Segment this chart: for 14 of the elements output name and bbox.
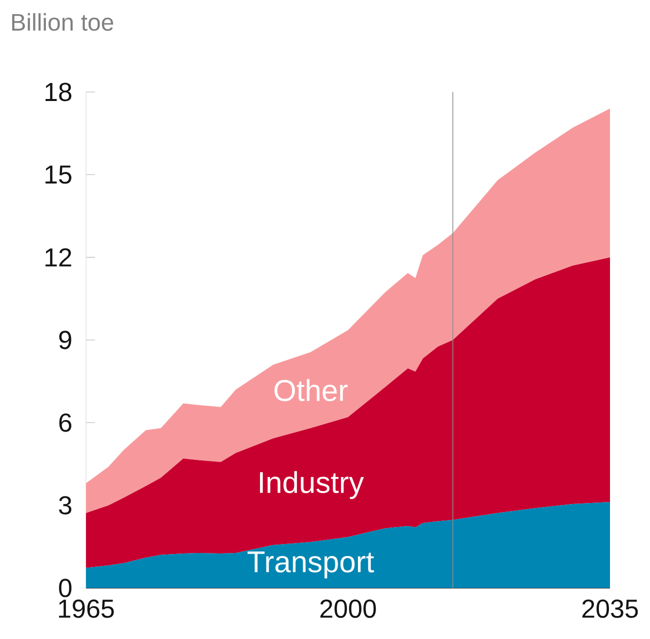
y-tick-label: 12: [46, 248, 72, 266]
series-label: Transport: [248, 552, 374, 578]
y-tick-label: 6: [59, 413, 72, 432]
x-tick-label: 2035: [582, 600, 638, 618]
y-tick-label: 3: [59, 496, 72, 515]
series-label: Industry: [260, 471, 364, 500]
x-tick-label: 2000: [320, 600, 376, 618]
y-tick-label: 18: [46, 82, 72, 102]
series-label: Other: [274, 379, 348, 402]
x-tick-label: 1965: [59, 600, 114, 618]
y-tick-label: 15: [46, 166, 72, 184]
y-tick-label: 9: [59, 330, 72, 350]
y-tick-label: 0: [59, 578, 72, 598]
y-axis-title: Billion toe: [12, 13, 114, 31]
